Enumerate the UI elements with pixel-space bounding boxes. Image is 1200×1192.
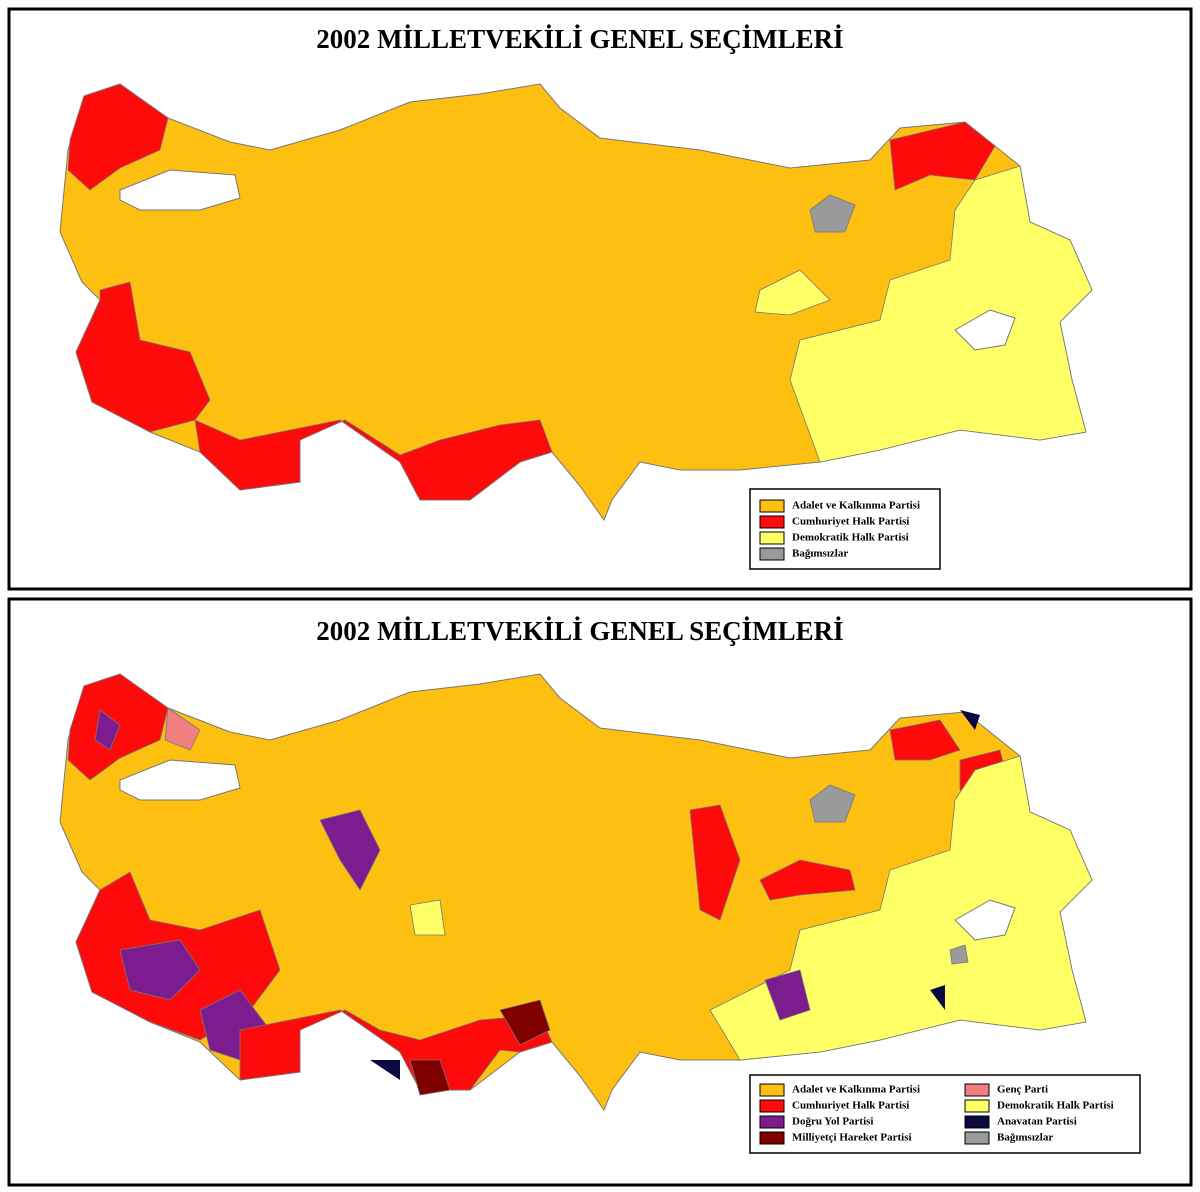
- legend-label: Cumhuriyet Halk Partisi: [792, 1100, 909, 1112]
- legend-swatch: [759, 515, 785, 529]
- legend-label: Bağımsızlar: [997, 1132, 1053, 1144]
- legend-swatch: [759, 547, 785, 561]
- legend-label: Demokratik Halk Partisi: [997, 1100, 1114, 1112]
- legend-swatch: [759, 1131, 785, 1145]
- legend-label: Doğru Yol Partisi: [792, 1116, 873, 1128]
- legend-label: Adalet ve Kalkınma Partisi: [792, 1084, 920, 1096]
- legend-swatch: [759, 499, 785, 513]
- map: [59, 673, 1093, 1111]
- map-title: 2002 MİLLETVEKİLİ GENEL SEÇİMLERİ: [316, 24, 843, 54]
- legend-swatch: [964, 1131, 990, 1145]
- legend-label: Anavatan Partisi: [997, 1116, 1077, 1128]
- legend: Adalet ve Kalkınma Partisi Cumhuriyet Hal…: [749, 488, 941, 570]
- legend-label: Cumhuriyet Halk Partisi: [792, 516, 909, 528]
- legend-label: Bağımsızlar: [792, 548, 848, 560]
- legend-label: Milliyetçi Hareket Partisi: [792, 1132, 912, 1144]
- panel-1: 2002 MİLLETVEKİLİ GENEL SEÇİMLERİ Adalet…: [7, 7, 1193, 591]
- legend-swatch: [964, 1099, 990, 1113]
- legend-swatch: [964, 1083, 990, 1097]
- legend-swatch: [964, 1115, 990, 1129]
- legend-label: Demokratik Halk Partisi: [792, 532, 909, 544]
- legend-label: Genç Parti: [997, 1084, 1048, 1096]
- legend: Adalet ve Kalkınma Partisi Cumhuriyet Hal…: [749, 1074, 1141, 1154]
- legend-swatch: [759, 1083, 785, 1097]
- panel-2: 2002 MİLLETVEKİLİ GENEL SEÇİMLERİ Adalet…: [7, 597, 1193, 1187]
- legend-swatch: [759, 531, 785, 545]
- legend-box: [749, 1074, 1141, 1154]
- legend-label: Adalet ve Kalkınma Partisi: [792, 500, 920, 512]
- map-title: 2002 MİLLETVEKİLİ GENEL SEÇİMLERİ: [316, 616, 843, 646]
- panel-border: [7, 597, 1193, 1187]
- legend-swatch: [759, 1115, 785, 1129]
- panel-border: [7, 7, 1193, 591]
- map: [59, 83, 1093, 521]
- legend-swatch: [759, 1099, 785, 1113]
